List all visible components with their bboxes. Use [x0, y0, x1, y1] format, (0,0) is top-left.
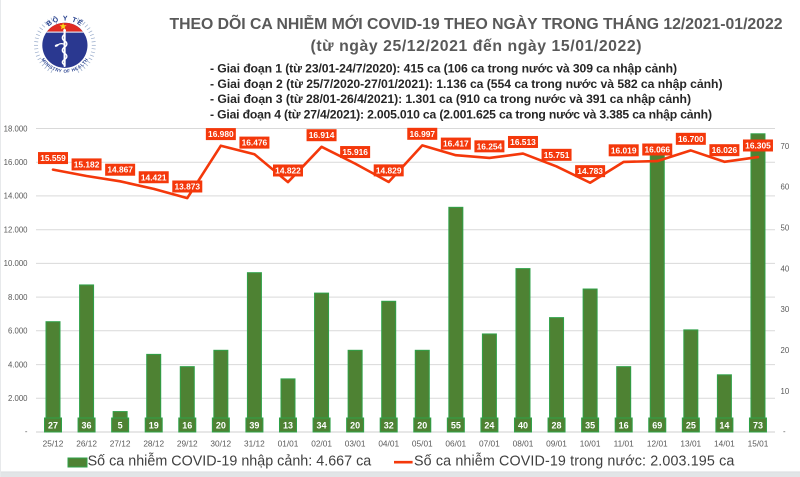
svg-text:16.417: 16.417 [443, 139, 469, 149]
svg-text:40: 40 [518, 420, 528, 430]
svg-text:28/12: 28/12 [143, 439, 164, 449]
svg-text:20: 20 [350, 420, 360, 430]
svg-text:15.751: 15.751 [544, 150, 570, 160]
svg-text:- Giai đoạn 1 (từ 23/01-24/7/2: - Giai đoạn 1 (từ 23/01-24/7/2020): 415 … [210, 62, 677, 76]
svg-text:50: 50 [781, 224, 790, 233]
svg-text:25: 25 [686, 420, 696, 430]
svg-text:16.914: 16.914 [309, 130, 335, 140]
svg-text:THEO DÕI CA NHIỄM MỚI COVID-19: THEO DÕI CA NHIỄM MỚI COVID-19 THEO NGÀY… [170, 13, 783, 33]
svg-text:28: 28 [552, 420, 562, 430]
svg-text:15/01: 15/01 [748, 439, 769, 449]
svg-text:04/01: 04/01 [378, 439, 399, 449]
svg-text:14.783: 14.783 [577, 166, 603, 176]
svg-text:36: 36 [82, 420, 92, 430]
svg-text:01/01: 01/01 [278, 439, 299, 449]
svg-text:14.822: 14.822 [275, 165, 301, 175]
svg-text:8.000: 8.000 [8, 293, 28, 302]
svg-text:14.421: 14.421 [141, 172, 167, 182]
svg-text:5: 5 [118, 420, 123, 430]
svg-text:70: 70 [781, 142, 790, 151]
svg-text:6.000: 6.000 [8, 327, 28, 336]
svg-text:- Giai đoạn 2 (từ 25/7/2020-27: - Giai đoạn 2 (từ 25/7/2020-27/01/2021):… [210, 77, 723, 91]
svg-text:13: 13 [283, 420, 293, 430]
svg-text:27: 27 [48, 420, 58, 430]
svg-text:05/01: 05/01 [412, 439, 433, 449]
svg-text:12.000: 12.000 [4, 226, 29, 235]
svg-text:16.305: 16.305 [745, 140, 771, 150]
svg-text:10: 10 [781, 387, 790, 396]
svg-text:16.019: 16.019 [611, 145, 637, 155]
svg-text:13/01: 13/01 [680, 439, 701, 449]
svg-text:20: 20 [781, 346, 790, 355]
svg-text:10.000: 10.000 [4, 259, 29, 268]
svg-text:60: 60 [781, 183, 790, 192]
svg-text:18.000: 18.000 [4, 124, 29, 133]
svg-text:25/12: 25/12 [43, 439, 64, 449]
svg-text:20: 20 [417, 420, 427, 430]
svg-text:35: 35 [585, 420, 595, 430]
svg-text:27/12: 27/12 [110, 439, 131, 449]
svg-text:10/01: 10/01 [580, 439, 601, 449]
svg-text:26/12: 26/12 [76, 439, 97, 449]
svg-text:55: 55 [451, 420, 461, 430]
svg-text:15.182: 15.182 [74, 159, 100, 169]
svg-text:29/12: 29/12 [177, 439, 198, 449]
svg-text:31/12: 31/12 [244, 439, 265, 449]
svg-text:14.867: 14.867 [107, 165, 133, 175]
svg-text:34: 34 [317, 420, 327, 430]
svg-text:16.066: 16.066 [644, 145, 670, 155]
svg-text:16.980: 16.980 [208, 129, 234, 139]
svg-text:40: 40 [781, 264, 790, 273]
svg-text:03/01: 03/01 [345, 439, 366, 449]
svg-text:14: 14 [719, 420, 729, 430]
svg-text:19: 19 [149, 420, 159, 430]
svg-text:(từ ngày 25/12/2021 đến ngày 1: (từ ngày 25/12/2021 đến ngày 15/01/2022) [311, 38, 642, 55]
svg-text:30/12: 30/12 [210, 439, 231, 449]
svg-text:07/01: 07/01 [479, 439, 500, 449]
svg-text:30: 30 [781, 305, 790, 314]
svg-text:-: - [25, 427, 28, 436]
svg-text:16.513: 16.513 [510, 137, 536, 147]
svg-text:- Giai đoạn 4 (từ 27/4/2021):: - Giai đoạn 4 (từ 27/4/2021): 2.005.010 … [210, 107, 712, 121]
svg-text:13.873: 13.873 [174, 181, 200, 191]
svg-text:16.000: 16.000 [4, 158, 29, 167]
svg-text:09/01: 09/01 [546, 439, 567, 449]
svg-text:16: 16 [619, 420, 629, 430]
svg-text:11/01: 11/01 [614, 439, 635, 449]
svg-text:69: 69 [652, 420, 662, 430]
svg-text:12/01: 12/01 [647, 439, 668, 449]
svg-text:02/01: 02/01 [311, 439, 332, 449]
svg-text:2.000: 2.000 [8, 394, 28, 403]
svg-text:16.254: 16.254 [477, 141, 503, 151]
svg-text:39: 39 [249, 420, 259, 430]
svg-text:Số ca nhiễm COVID-19 nhập cảnh: Số ca nhiễm COVID-19 nhập cảnh: 4.667 ca [88, 452, 372, 469]
svg-text:16.026: 16.026 [712, 145, 738, 155]
svg-text:16.700: 16.700 [678, 134, 704, 144]
svg-text:Số ca nhiễm COVID-19 trong nướ: Số ca nhiễm COVID-19 trong nước: 2.003.1… [414, 452, 734, 469]
svg-text:73: 73 [753, 420, 763, 430]
svg-text:16.997: 16.997 [409, 129, 435, 139]
svg-text:24: 24 [484, 420, 494, 430]
svg-text:16: 16 [182, 420, 192, 430]
svg-text:14.829: 14.829 [376, 165, 402, 175]
svg-text:16.476: 16.476 [242, 138, 268, 148]
svg-text:4.000: 4.000 [8, 360, 28, 369]
svg-text:15.916: 15.916 [342, 147, 368, 157]
svg-text:06/01: 06/01 [445, 439, 466, 449]
svg-text:14.000: 14.000 [4, 192, 29, 201]
svg-text:32: 32 [384, 420, 394, 430]
svg-text:08/01: 08/01 [513, 439, 534, 449]
svg-text:20: 20 [216, 420, 226, 430]
svg-text:14/01: 14/01 [714, 439, 735, 449]
svg-text:15.559: 15.559 [40, 153, 66, 163]
svg-text:- Giai đoạn 3 (từ 28/01-26/4/2: - Giai đoạn 3 (từ 28/01-26/4/2021): 1.30… [210, 92, 691, 106]
svg-text:-: - [783, 427, 786, 436]
